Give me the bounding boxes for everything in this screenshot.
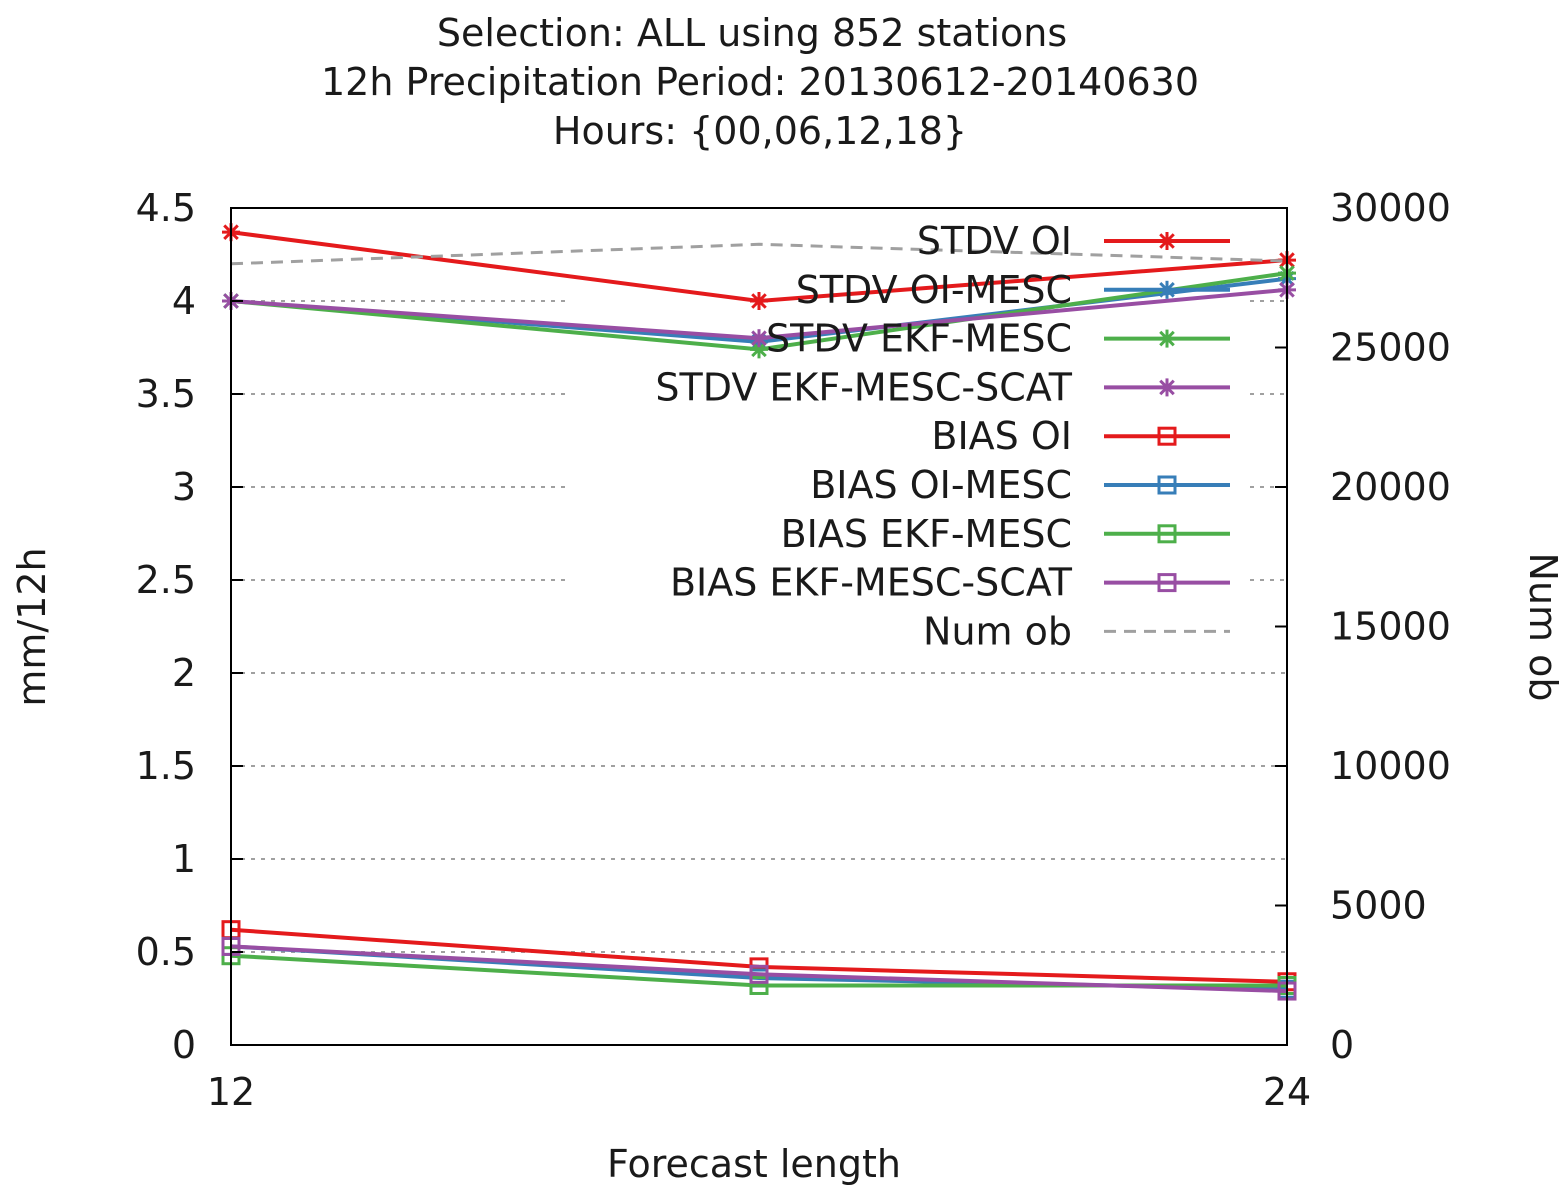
series-line — [230, 242, 1288, 266]
legend-entry-label: BIAS EKF-MESC-SCAT — [670, 561, 1073, 605]
data-point-star — [1158, 378, 1176, 397]
y2-tick-label: 30000 — [1330, 186, 1451, 230]
legend-entry-label: BIAS OI — [931, 414, 1072, 458]
y2-axis-ticks: 0 5000 10000 15000 20000 25000 30000 — [1275, 186, 1451, 1067]
y2-tick-label: 0 — [1330, 1023, 1354, 1067]
y-tick-label: 1.5 — [136, 744, 196, 788]
y-tick-label: 0 — [172, 1023, 196, 1067]
y2-axis-label: Num ob — [1521, 553, 1563, 702]
legend-entry-label: STDV OI-MESC — [796, 268, 1072, 312]
y2-tick-label: 25000 — [1330, 326, 1451, 370]
data-point-square — [749, 975, 769, 995]
legend-entry-label: STDV OI — [917, 219, 1072, 263]
y-tick-label: 3 — [172, 465, 196, 509]
data-point-star — [1158, 280, 1176, 299]
y-tick-label: 4.5 — [136, 186, 196, 230]
title-line-3: Hours: {00,06,12,18} — [553, 109, 967, 153]
legend-entry-label: BIAS OI-MESC — [810, 463, 1072, 507]
y-axis-label: mm/12h — [10, 547, 54, 706]
series-lines — [221, 223, 1297, 1001]
y-tick-label: 4 — [172, 279, 196, 323]
y-tick-label: 2.5 — [136, 558, 196, 602]
y2-tick-label: 10000 — [1330, 744, 1451, 788]
data-point-star — [1158, 329, 1176, 348]
x-tick-label: 12 — [207, 1070, 255, 1114]
title-line-1: Selection: ALL using 852 stations — [437, 11, 1067, 55]
data-point-star — [750, 340, 768, 359]
legend-entry-label: STDV EKF-MESC — [766, 317, 1072, 361]
data-point-square — [1157, 426, 1177, 446]
data-point-square — [1157, 524, 1177, 544]
title-line-2: 12h Precipitation Period: 20130612-20140… — [321, 60, 1199, 104]
legend-entry-label: STDV EKF-MESC-SCAT — [655, 365, 1072, 409]
x-axis-label: Forecast length — [607, 1142, 901, 1186]
data-point-square — [1157, 475, 1177, 495]
y2-tick-label: 20000 — [1330, 465, 1451, 509]
data-point-square — [1157, 573, 1177, 593]
legend-entry-label: BIAS EKF-MESC — [781, 512, 1072, 556]
series-line — [230, 944, 1288, 994]
data-point-star — [750, 292, 768, 310]
y2-tick-label: 15000 — [1330, 605, 1451, 649]
data-point-square — [749, 964, 769, 984]
y-tick-label: 1 — [172, 837, 196, 881]
grid-lines — [231, 300, 1287, 953]
y-axis-ticks: 0 0.5 1 1.5 2 2.5 3 3.5 4 4.5 — [136, 186, 243, 1067]
y-tick-label: 0.5 — [136, 930, 196, 974]
chart-title: Selection: ALL using 852 stations 12h Pr… — [321, 11, 1199, 153]
y-tick-label: 3.5 — [136, 372, 196, 416]
y-tick-label: 2 — [172, 651, 196, 695]
y2-tick-label: 5000 — [1330, 884, 1427, 928]
legend-entry-label: Num ob — [923, 609, 1072, 653]
data-point-star — [750, 329, 768, 348]
x-tick-label: 24 — [1263, 1070, 1311, 1114]
data-point-star — [1158, 232, 1176, 250]
x-axis-ticks: 12 24 — [207, 1033, 1311, 1114]
